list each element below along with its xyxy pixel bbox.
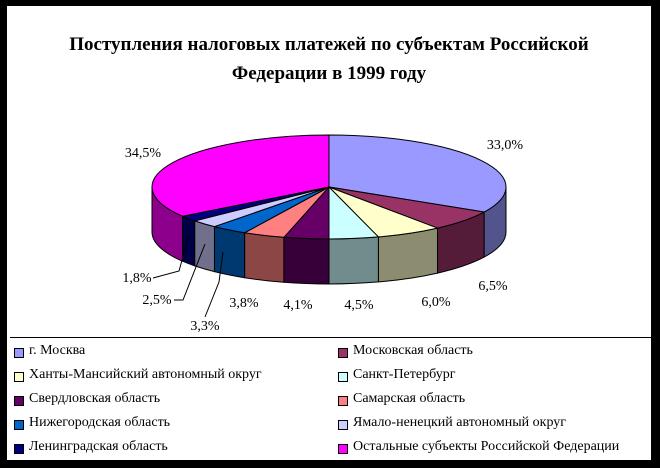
- legend-swatch: [14, 444, 24, 454]
- legend: г. Москва Московская область Ханты-Мансийс…: [10, 337, 651, 461]
- data-label-6: 3,3%: [190, 319, 220, 334]
- legend-swatch: [338, 444, 348, 454]
- pie-side-8: [182, 215, 196, 267]
- data-label-5: 3,8%: [229, 296, 259, 311]
- legend-swatch: [14, 372, 24, 382]
- pie-side-4: [283, 236, 330, 285]
- legend-label: Ленинградская область: [29, 439, 168, 454]
- data-label-0: 33,0%: [487, 138, 524, 153]
- pie-chart: 33,0% 6,5% 6,0% 4,5% 4,1% 3,8% 3,3% 2,5% 1,8% 34,…: [122, 134, 524, 334]
- legend-swatch: [338, 372, 348, 382]
- pie-slice-9: [151, 134, 330, 217]
- leader-line-8: [152, 234, 190, 279]
- legend-swatch: [14, 420, 24, 430]
- legend-label: Самарская область: [353, 391, 466, 406]
- legend-label: Ханты-Мансийский автономный округ: [29, 367, 262, 382]
- pie-side-5: [244, 232, 285, 283]
- legend-label: Ямало-ненецкий автономный округ: [353, 415, 567, 430]
- chart-title-line-1: Поступления налоговых платежей по субъек…: [69, 34, 589, 55]
- data-label-2: 6,0%: [421, 295, 451, 310]
- chart-title: Поступления налоговых платежей по субъек…: [7, 30, 651, 88]
- legend-swatch: [338, 396, 348, 406]
- chart-title-line-2: Федерации в 1999 году: [231, 63, 427, 84]
- data-label-3: 4,5%: [344, 298, 374, 313]
- legend-swatch: [14, 348, 24, 358]
- legend-swatch: [338, 348, 348, 358]
- pie-side-3: [328, 236, 379, 285]
- legend-label: Остальные субъекты Российской Федерации: [353, 439, 620, 454]
- data-label-1: 6,5%: [478, 279, 508, 294]
- pie-slice-0: [328, 134, 507, 213]
- data-label-8: 1,8%: [122, 271, 152, 286]
- legend-label: Санкт-Петербург: [353, 367, 456, 382]
- legend-label: Нижегородская область: [29, 415, 171, 430]
- chart-frame: Поступления налоговых платежей по субъек…: [7, 6, 651, 460]
- leader-line-7: [174, 243, 206, 301]
- data-label-7: 2,5%: [142, 293, 172, 308]
- legend-label: Московская область: [353, 343, 473, 358]
- pie-side-6: [213, 226, 246, 279]
- data-label-4: 4,1%: [283, 298, 313, 313]
- legend-label: г. Москва: [29, 343, 86, 358]
- legend-swatch: [14, 396, 24, 406]
- legend-swatch: [338, 420, 348, 430]
- legend-label: Свердловская область: [29, 391, 161, 406]
- data-label-9: 34,5%: [125, 146, 162, 161]
- leader-line-6: [204, 251, 224, 318]
